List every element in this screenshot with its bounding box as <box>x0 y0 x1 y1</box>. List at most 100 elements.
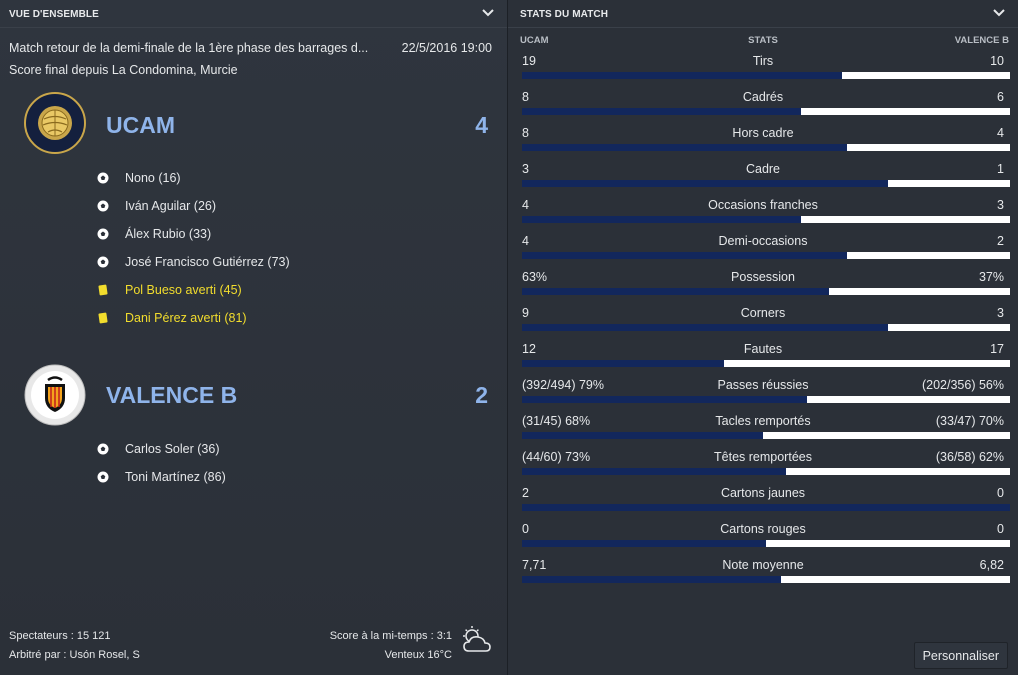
stat-away-value: 10 <box>990 54 1004 68</box>
stat-bar <box>522 252 1010 259</box>
event-item: Pol Bueso averti (45) <box>96 281 242 299</box>
stat-label: Corners <box>740 306 786 320</box>
stat-bar-home <box>522 540 766 547</box>
stat-bar-away <box>842 72 1010 79</box>
event-text: Dani Pérez averti (81) <box>125 311 247 325</box>
home-crest-icon[interactable] <box>24 92 86 154</box>
stat-away-value: 4 <box>997 126 1004 140</box>
stat-bar-away <box>888 180 1010 187</box>
halftime-score: Score à la mi-temps : 3:1 <box>329 630 452 642</box>
event-text: Nono (16) <box>125 171 181 185</box>
stat-bar-home <box>522 180 888 187</box>
event-text: Iván Aguilar (26) <box>125 199 217 213</box>
stat-row: 2 Cartons jaunes 0 <box>508 479 1018 515</box>
stat-bar <box>522 504 1010 511</box>
stat-bar-home <box>522 72 842 79</box>
stat-label: Cartons jaunes <box>720 486 806 500</box>
ball-icon <box>97 172 109 184</box>
ball-icon <box>97 256 109 268</box>
stat-label: Passes réussies <box>717 378 809 392</box>
overview-header[interactable]: VUE D'ENSEMBLE <box>0 0 507 28</box>
away-crest-icon[interactable] <box>24 364 86 426</box>
stat-bar <box>522 468 1010 475</box>
stat-away-value: 17 <box>990 342 1004 356</box>
stat-bar-home <box>522 108 801 115</box>
stat-label: Fautes <box>743 342 783 356</box>
stat-bar <box>522 144 1010 151</box>
stat-bar-home <box>522 252 847 259</box>
panel-divider <box>507 0 508 675</box>
event-text: José Francisco Gutiérrez (73) <box>125 255 290 269</box>
event-item: José Francisco Gutiérrez (73) <box>96 253 290 271</box>
stat-home-value: 4 <box>522 234 529 248</box>
stat-home-value: 0 <box>522 522 529 536</box>
stats-title: STATS DU MATCH <box>520 9 609 20</box>
stat-home-value: 9 <box>522 306 529 320</box>
stat-away-value: 3 <box>997 198 1004 212</box>
stat-bar <box>522 432 1010 439</box>
stat-bar-home <box>522 144 847 151</box>
stat-label: Cadrés <box>742 90 784 104</box>
away-team-name[interactable]: VALENCE B <box>106 382 238 408</box>
stat-away-value: (33/47) 70% <box>935 414 1004 428</box>
overview-title: VUE D'ENSEMBLE <box>9 9 99 20</box>
stat-home-value: 19 <box>522 54 536 68</box>
stat-away-value: 2 <box>997 234 1004 248</box>
chevron-down-icon[interactable] <box>481 6 495 20</box>
weather-text: Venteux 16°C <box>384 649 452 661</box>
stat-away-value: (36/58) 62% <box>935 450 1004 464</box>
stat-home-value: 8 <box>522 90 529 104</box>
event-item: Dani Pérez averti (81) <box>96 309 247 327</box>
chevron-down-icon[interactable] <box>992 6 1006 20</box>
customise-button[interactable]: Personnaliser <box>913 642 1008 669</box>
stats-panel: STATS DU MATCH UCAM STATS VALENCE B 19 Ti… <box>508 0 1018 675</box>
referee: Arbitré par : Usón Rosel, S <box>9 649 140 661</box>
stat-label: Occasions franches <box>708 198 818 212</box>
stat-bar-home <box>522 288 829 295</box>
stat-home-value: 4 <box>522 198 529 212</box>
stat-bar-away <box>724 360 1010 367</box>
event-item: Toni Martínez (86) <box>96 468 226 486</box>
stat-bar-home <box>522 396 807 403</box>
stat-bar-away <box>763 432 1010 439</box>
event-item: Nono (16) <box>96 169 181 187</box>
stats-head-center: STATS <box>748 35 778 46</box>
match-date: 22/5/2016 19:00 <box>401 41 492 55</box>
yellow-card-icon <box>98 312 108 324</box>
stat-away-value: 6 <box>997 90 1004 104</box>
stat-home-value: 12 <box>522 342 536 356</box>
stat-row: (44/60) 73% Têtes remportées (36/58) 62% <box>508 443 1018 479</box>
stat-row: 8 Hors cadre 4 <box>508 119 1018 155</box>
stat-home-value: 2 <box>522 486 529 500</box>
cloud-sun-icon <box>463 626 491 652</box>
spectators: Spectateurs : 15 121 <box>9 630 111 642</box>
stat-row: (392/494) 79% Passes réussies (202/356) 56… <box>508 371 1018 407</box>
home-team-name[interactable]: UCAM <box>106 112 175 138</box>
stat-away-value: (202/356) 56% <box>921 378 1004 392</box>
stat-row: 7,71 Note moyenne 6,82 <box>508 551 1018 587</box>
stat-row: 12 Fautes 17 <box>508 335 1018 371</box>
ball-icon <box>97 228 109 240</box>
event-text: Toni Martínez (86) <box>125 470 226 484</box>
stat-bar-away <box>801 108 1010 115</box>
stat-away-value: 6,82 <box>979 558 1004 572</box>
match-venue: Score final depuis La Condomina, Murcie <box>9 63 238 77</box>
stat-bar-away <box>801 216 1010 223</box>
stat-bar-home <box>522 468 786 475</box>
stat-home-value: (392/494) 79% <box>522 378 605 392</box>
stat-bar <box>522 72 1010 79</box>
stat-home-value: 7,71 <box>522 558 547 572</box>
stat-row: 63% Possession 37% <box>508 263 1018 299</box>
match-description: Match retour de la demi-finale de la 1èr… <box>9 41 369 55</box>
stat-home-value: 63% <box>522 270 548 284</box>
stat-bar-home <box>522 324 888 331</box>
stat-row: 19 Tirs 10 <box>508 47 1018 83</box>
stat-away-value: 0 <box>997 486 1004 500</box>
stats-head-away: VALENCE B <box>954 35 1009 46</box>
stat-bar <box>522 324 1010 331</box>
stats-header[interactable]: STATS DU MATCH <box>508 0 1018 28</box>
stat-bar-away <box>847 144 1010 151</box>
stat-away-value: 3 <box>997 306 1004 320</box>
stat-bar-away <box>888 324 1010 331</box>
ball-icon <box>97 471 109 483</box>
